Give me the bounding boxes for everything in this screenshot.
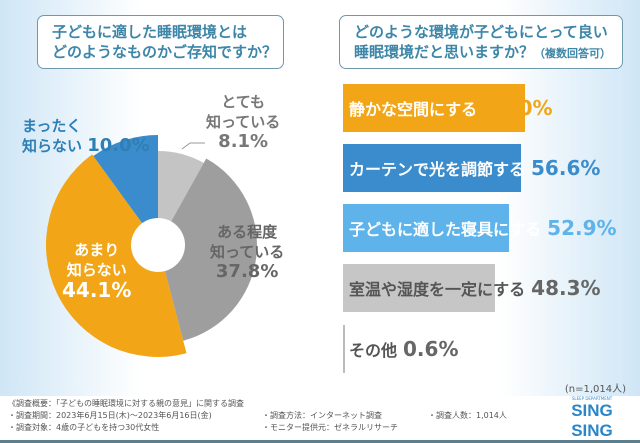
bar-1 xyxy=(343,144,521,192)
survey-summary: 《調査概要：「子どもの睡眠環境に対する親の意見」に関する調査 xyxy=(8,399,244,408)
bar-value-4: 0.6% xyxy=(403,337,459,361)
pie-slice-2 xyxy=(45,154,187,357)
pie-label-2: あまり 知らない 44.1% xyxy=(62,241,132,302)
bar-label-1: カーテンで光を調節する 56.6% xyxy=(349,156,601,180)
pie-label-0: とても 知っている 8.1% xyxy=(206,93,281,152)
bar-value-1: 56.6% xyxy=(531,156,601,180)
survey-method: ・調査方法：インターネット調査 xyxy=(262,411,382,420)
singsing-logo: SLEEP DEPARTMENT SING SING xyxy=(571,396,613,440)
footer: 《調査概要：「子どもの睡眠環境に対する親の意見」に関する調査 ・調査期間：202… xyxy=(0,396,640,440)
right-question-box: どのような環境が子どもにとって良い 睡眠環境だと思いますか？（複数回答可） xyxy=(339,15,623,69)
survey-period: ・調査期間：2023年6月15日(木)～2023年6月16日(金) xyxy=(8,411,212,420)
bar-label-4: その他 0.6% xyxy=(349,337,459,361)
pie-label-1: ある程度 知っている 37.8% xyxy=(210,223,285,282)
bar-label-2: 子どもに適した寝具にする 52.9% xyxy=(349,216,617,240)
bar-0 xyxy=(343,84,526,132)
pie-slice-0 xyxy=(158,151,204,222)
bottom-border xyxy=(0,440,640,443)
bar-2 xyxy=(343,204,510,252)
bar-label-0: 静かな空間にする 58.0% xyxy=(349,96,553,120)
bar-value-0: 58.0% xyxy=(483,96,553,120)
left-title-line2: どのようなものかご存知ですか？ xyxy=(52,43,278,61)
survey-count: ・調査人数：1,014人 xyxy=(428,411,507,420)
bar-4 xyxy=(343,325,345,373)
pie-label-3: まったく 知らない 10.0% xyxy=(22,117,150,156)
right-title-note: （複数回答可） xyxy=(534,47,612,60)
left-question-box: 子どもに適した睡眠環境とは どのようなものかご存知ですか？ xyxy=(37,15,284,69)
leader-line xyxy=(181,142,205,150)
survey-target: ・調査対象：4歳の子どもを持つ30代女性 xyxy=(8,423,160,432)
donut-chart xyxy=(45,135,257,357)
sample-size-note: (n=1,014人) xyxy=(564,384,626,395)
right-title-line1: どのような環境が子どもにとって良い xyxy=(354,23,608,41)
pie-slice-1 xyxy=(164,158,257,341)
left-title-line1: 子どもに適した睡眠環境とは xyxy=(52,23,248,41)
right-title-line2: 睡眠環境だと思いますか？ xyxy=(354,43,535,61)
survey-provider: ・モニター提供元：ゼネラルリサーチ xyxy=(262,423,398,432)
bar-value-2: 52.9% xyxy=(547,216,617,240)
bar-label-3: 室温や湿度を一定にする 48.3% xyxy=(349,276,601,300)
bar-3 xyxy=(343,264,495,312)
bar-value-3: 48.3% xyxy=(531,276,601,300)
pie-slice-3 xyxy=(93,135,158,224)
